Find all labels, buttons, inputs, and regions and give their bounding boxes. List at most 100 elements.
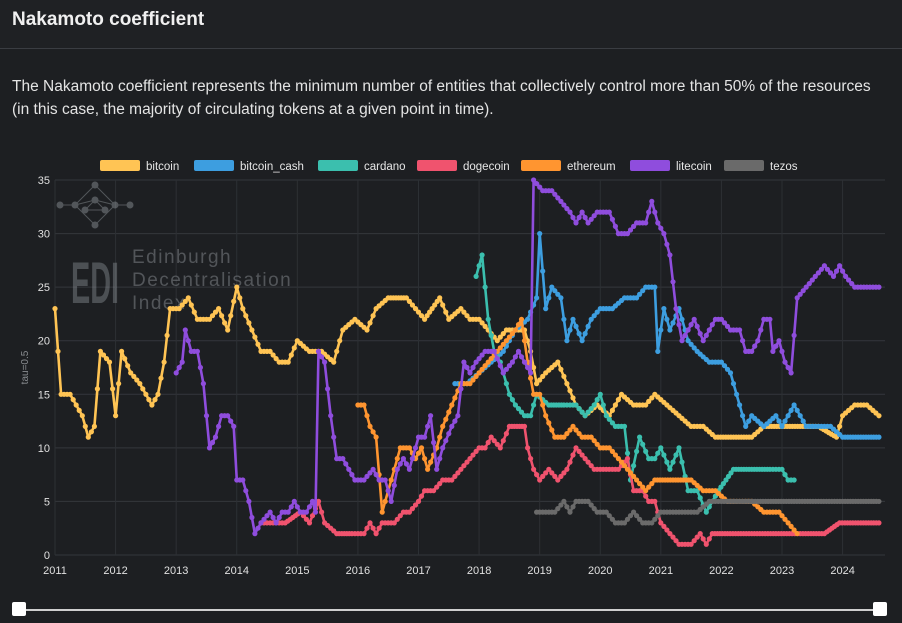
data-point bbox=[770, 348, 776, 354]
logo-edge bbox=[94, 184, 116, 206]
legend: bitcoin bitcoin_cash cardano dogecoin ethere… bbox=[100, 160, 798, 173]
y-tick-label: 35 bbox=[38, 175, 50, 187]
data-point bbox=[464, 313, 470, 319]
data-point bbox=[391, 520, 397, 526]
data-point bbox=[409, 302, 415, 308]
data-point bbox=[558, 366, 564, 372]
logo-edge bbox=[74, 199, 96, 206]
data-point bbox=[509, 397, 515, 403]
data-point bbox=[485, 359, 491, 365]
range-slider-track[interactable] bbox=[20, 609, 880, 611]
data-point bbox=[264, 513, 270, 519]
data-point bbox=[479, 252, 485, 258]
data-point bbox=[228, 313, 234, 319]
data-point bbox=[537, 391, 543, 397]
data-point bbox=[537, 231, 543, 237]
data-point bbox=[409, 456, 415, 462]
data-point bbox=[391, 482, 397, 488]
data-point bbox=[615, 456, 622, 462]
data-point bbox=[531, 466, 537, 472]
data-point bbox=[418, 493, 425, 499]
data-point bbox=[482, 363, 488, 369]
data-point bbox=[422, 456, 428, 462]
data-point bbox=[503, 338, 509, 344]
data-point bbox=[528, 370, 534, 376]
data-point bbox=[740, 338, 746, 344]
data-point bbox=[309, 498, 316, 504]
y-tick-label: 15 bbox=[38, 389, 50, 401]
data-point bbox=[655, 450, 661, 456]
data-point bbox=[809, 277, 815, 283]
data-point bbox=[182, 327, 188, 333]
watermark-line1: Edinburgh bbox=[132, 247, 232, 268]
data-point bbox=[658, 225, 664, 231]
x-tick-label: 2014 bbox=[225, 565, 249, 577]
data-point bbox=[216, 423, 222, 429]
data-point bbox=[576, 331, 582, 337]
data-point bbox=[176, 364, 182, 371]
data-point bbox=[152, 397, 158, 403]
data-point bbox=[412, 445, 419, 451]
data-point bbox=[470, 452, 476, 458]
data-point bbox=[720, 481, 727, 487]
data-point bbox=[521, 359, 528, 365]
data-point bbox=[618, 459, 625, 465]
logo-edge bbox=[94, 204, 116, 226]
data-point bbox=[515, 406, 522, 412]
data-point bbox=[634, 513, 640, 519]
data-point bbox=[361, 402, 367, 408]
data-point bbox=[173, 370, 179, 376]
data-point bbox=[479, 352, 485, 358]
data-point bbox=[621, 423, 628, 429]
data-point bbox=[485, 316, 491, 322]
data-point bbox=[631, 223, 637, 229]
data-point bbox=[521, 338, 528, 344]
data-point bbox=[434, 466, 440, 472]
data-point bbox=[612, 452, 619, 458]
data-point bbox=[624, 231, 631, 237]
data-point bbox=[403, 295, 409, 301]
data-point bbox=[652, 284, 658, 290]
range-slider-handle-right[interactable] bbox=[873, 602, 887, 616]
data-point bbox=[840, 268, 846, 274]
legend-label: dogecoin bbox=[463, 161, 510, 173]
data-point bbox=[543, 413, 549, 419]
data-point bbox=[734, 391, 740, 397]
data-point bbox=[537, 184, 543, 190]
data-point bbox=[322, 359, 328, 365]
data-point bbox=[503, 381, 509, 387]
data-point bbox=[185, 295, 191, 301]
range-slider-handle-left[interactable] bbox=[12, 602, 26, 616]
data-point bbox=[158, 375, 164, 381]
data-point bbox=[573, 402, 579, 408]
data-point bbox=[794, 295, 800, 301]
data-point bbox=[594, 397, 600, 403]
x-tick-label: 2012 bbox=[103, 565, 127, 577]
data-point bbox=[585, 323, 591, 329]
data-point bbox=[200, 381, 206, 387]
legend-item-dogecoin: dogecoin bbox=[417, 160, 510, 173]
data-point bbox=[591, 506, 597, 512]
legend-swatch bbox=[318, 160, 358, 171]
data-point bbox=[422, 434, 428, 440]
y-axis-label: tau=0.5 bbox=[20, 350, 31, 384]
data-point bbox=[216, 306, 222, 312]
data-point bbox=[294, 504, 300, 510]
data-point bbox=[876, 498, 882, 505]
data-point bbox=[558, 502, 564, 508]
data-point bbox=[382, 477, 388, 483]
data-point bbox=[406, 466, 412, 472]
data-point bbox=[385, 488, 391, 494]
data-point bbox=[446, 431, 452, 437]
data-point bbox=[664, 527, 670, 533]
data-point bbox=[361, 531, 367, 537]
data-point bbox=[703, 541, 709, 547]
data-point bbox=[443, 309, 449, 315]
data-point bbox=[597, 391, 603, 397]
data-point bbox=[631, 473, 637, 479]
data-point bbox=[721, 320, 728, 326]
data-point bbox=[546, 466, 552, 472]
data-point bbox=[697, 331, 703, 337]
x-tick-label: 2016 bbox=[346, 565, 370, 577]
